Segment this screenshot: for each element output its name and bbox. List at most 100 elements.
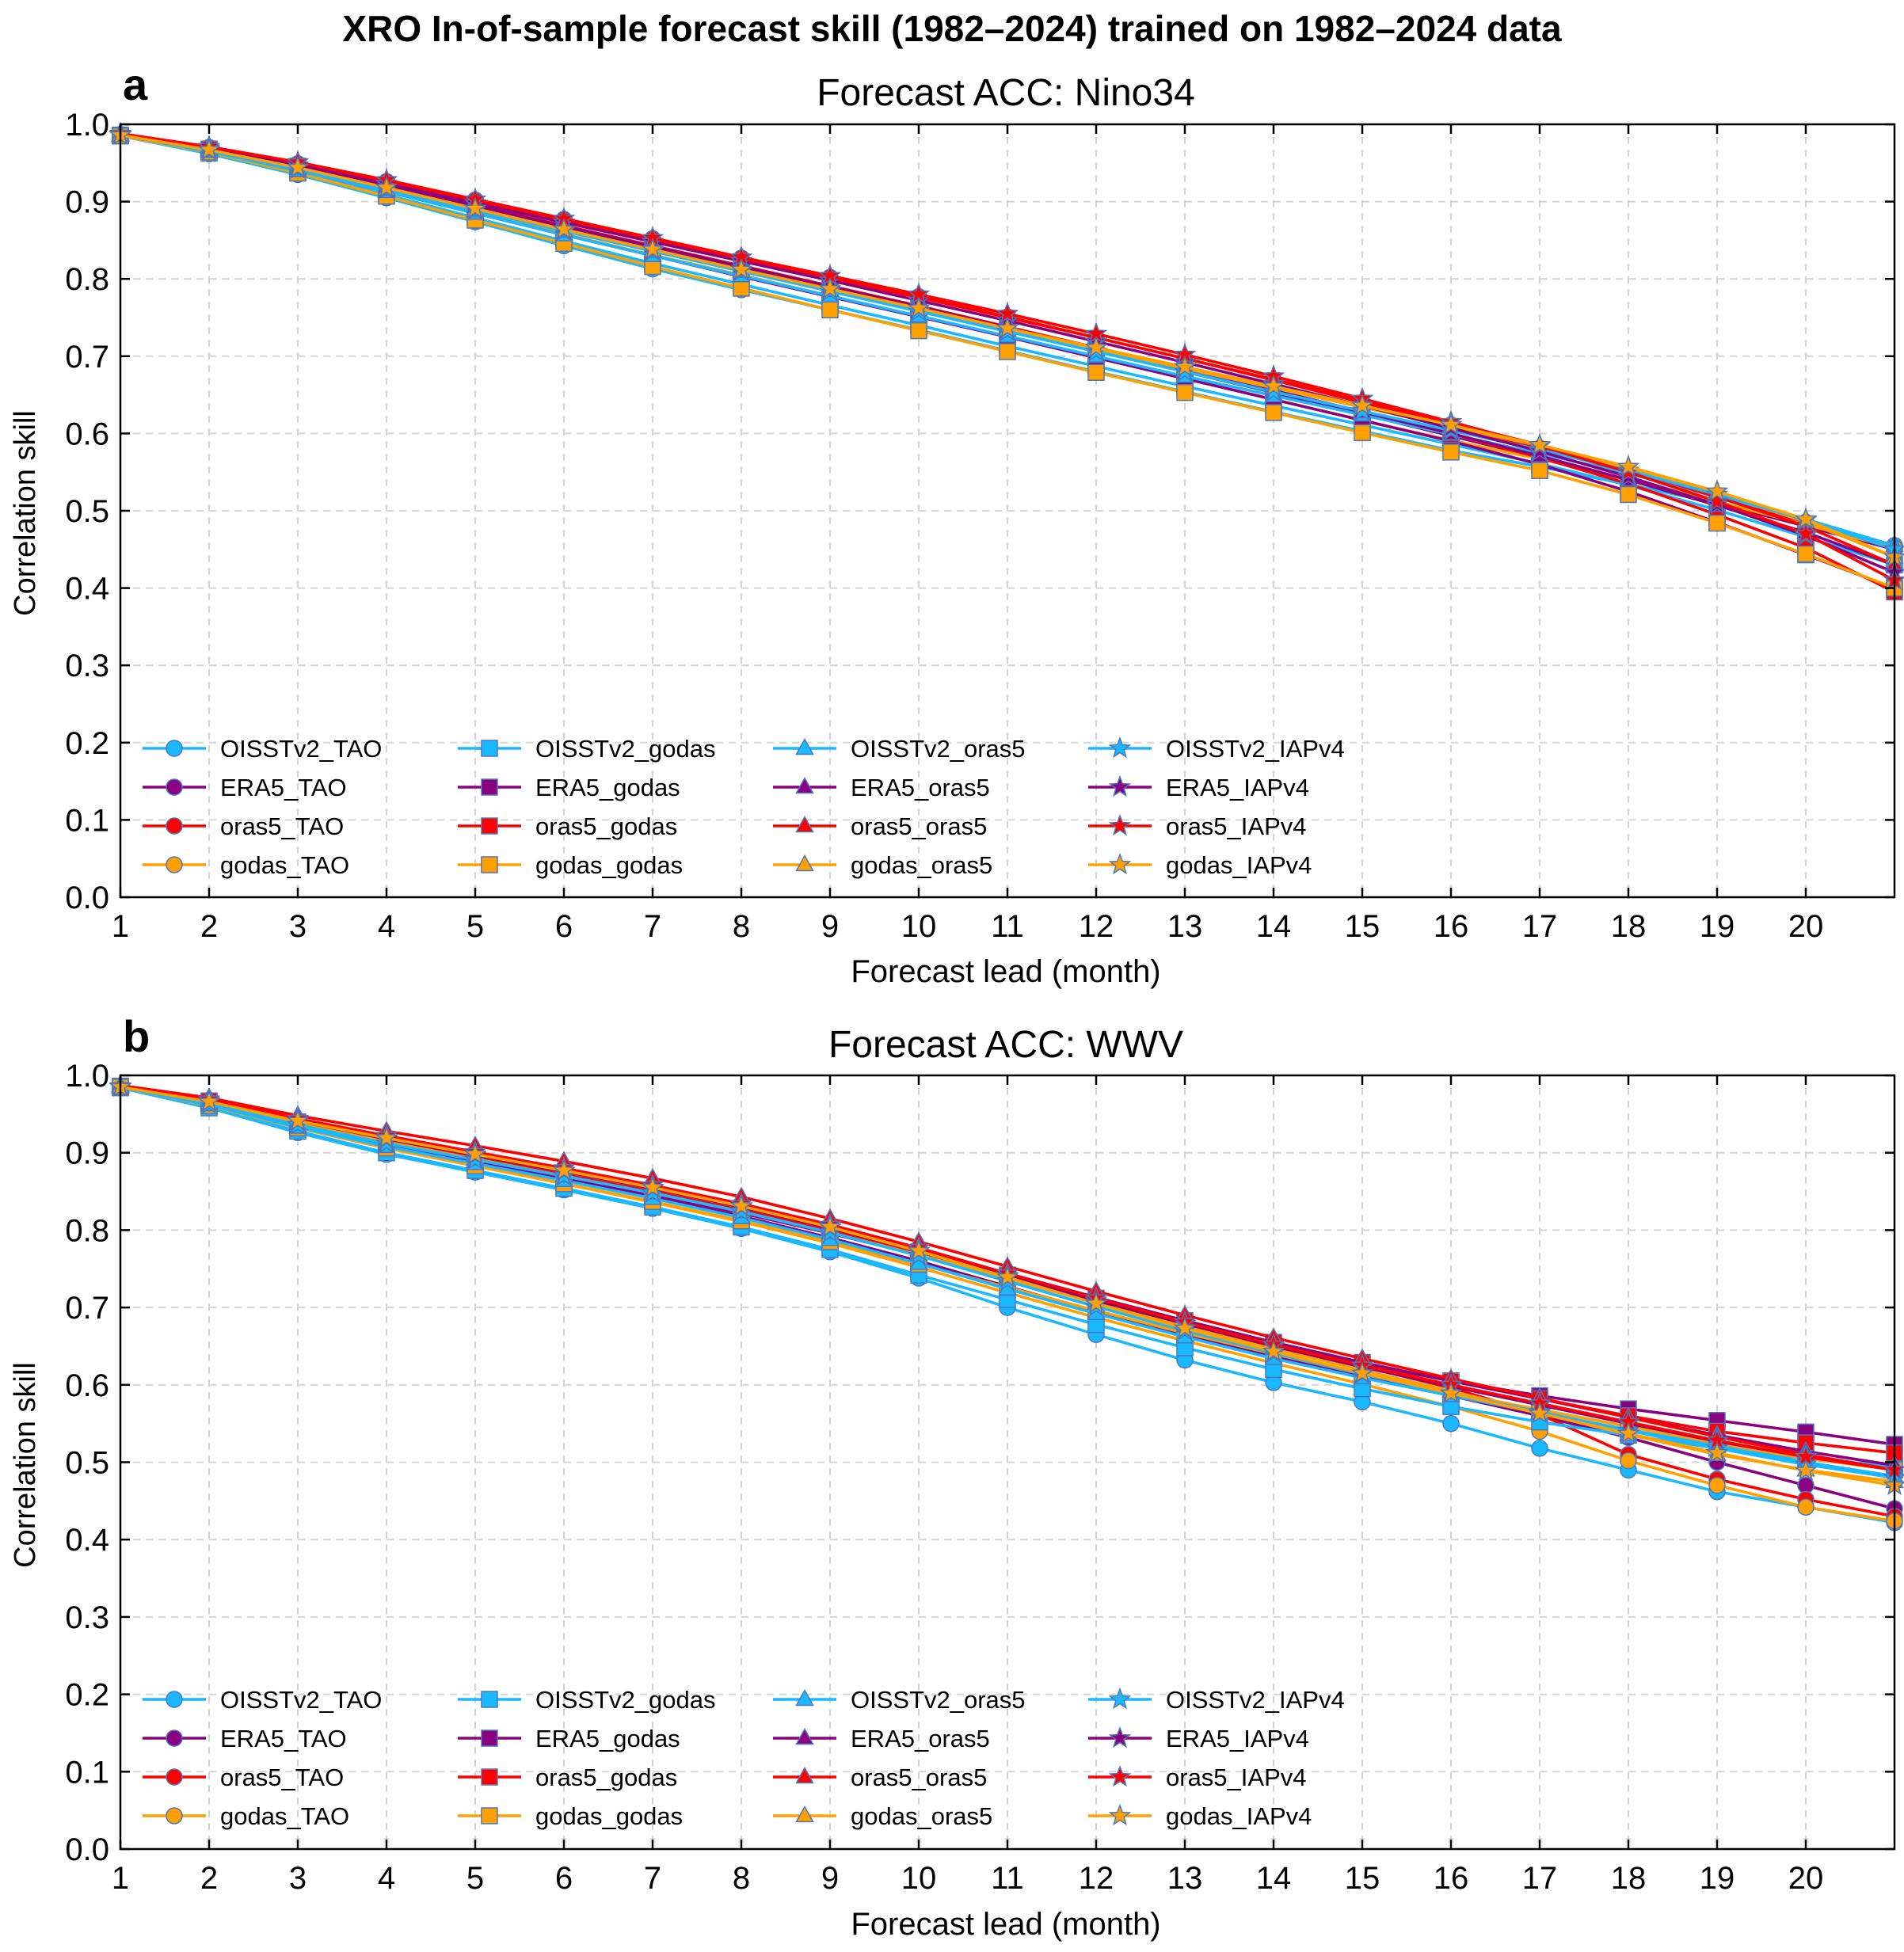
data-point (818, 1215, 842, 1237)
legend-label: godas_godas (535, 851, 683, 879)
y-tick-label: 0.4 (65, 572, 109, 607)
y-tick-label: 0.0 (65, 881, 109, 915)
legend: OISSTv2_TAO ERA5_TAO oras5_TAO godas_TAO OIS… (143, 1686, 1345, 1830)
x-tick-label: 14 (1256, 909, 1292, 944)
panel-label: a (123, 59, 148, 109)
legend-label: OISSTv2_oras5 (851, 735, 1026, 763)
panel-nino34: a Forecast ACC: Nino34 Correlation skill… (9, 59, 1904, 989)
x-tick-label: 19 (1700, 1861, 1735, 1896)
data-point (375, 175, 398, 198)
y-tick-label: 0.2 (65, 1678, 109, 1713)
y-tick-label: 0.8 (65, 1213, 109, 1248)
x-tick-label: 18 (1611, 1861, 1647, 1896)
data-point (197, 138, 221, 160)
legend-item: OISSTv2_godas (458, 1686, 715, 1714)
legend-label: godas_IAPv4 (1166, 1802, 1312, 1830)
x-tick-label: 20 (1788, 1861, 1824, 1896)
legend-label: OISSTv2_IAPv4 (1166, 1686, 1345, 1714)
y-axis-label: Correlation skill (9, 410, 42, 616)
data-point (552, 1159, 576, 1181)
legend-marker (481, 856, 498, 873)
data-point (729, 1193, 753, 1216)
data-point (1173, 1316, 1197, 1338)
data-point (1794, 1459, 1818, 1481)
legend-label: godas_godas (535, 1802, 683, 1830)
data-point (463, 1142, 487, 1164)
x-tick-label: 11 (991, 1861, 1024, 1896)
legend-marker (166, 817, 183, 835)
legend-label: oras5_oras5 (851, 1764, 987, 1791)
x-tick-label: 1 (112, 1861, 129, 1896)
x-tick-label: 3 (289, 909, 307, 944)
y-tick-label: 0.2 (65, 726, 109, 761)
legend-marker (795, 1727, 814, 1745)
legend-marker (795, 1688, 814, 1707)
data-point (996, 316, 1019, 338)
x-tick-label: 20 (1788, 909, 1824, 944)
data-point (1442, 1414, 1460, 1433)
legend-label: ERA5_oras5 (851, 774, 990, 801)
y-tick-label: 0.7 (65, 1291, 109, 1326)
data-point (996, 1265, 1019, 1288)
data-point (1708, 514, 1726, 532)
legend-item: godas_oras5 (773, 1802, 992, 1830)
legend-marker (795, 815, 814, 833)
y-tick-label: 1.0 (65, 1059, 109, 1094)
legend-marker (1108, 736, 1132, 759)
legend-item: oras5_TAO (143, 1764, 344, 1791)
legend-label: godas_oras5 (851, 851, 992, 879)
data-point (1616, 455, 1640, 477)
legend-marker (166, 1691, 183, 1708)
data-point (1084, 1292, 1108, 1314)
x-tick-label: 2 (200, 1861, 218, 1896)
data-point (910, 322, 927, 340)
legend-item: oras5_oras5 (773, 1764, 987, 1791)
y-tick-label: 0.6 (65, 417, 109, 451)
legend-label: OISSTv2_TAO (220, 1686, 382, 1714)
legend-label: OISSTv2_oras5 (851, 1686, 1026, 1714)
legend-label: OISSTv2_godas (535, 1686, 715, 1714)
legend-marker (481, 1768, 498, 1786)
x-tick-label: 9 (821, 1861, 839, 1896)
x-tick-label: 18 (1611, 909, 1647, 944)
legend-item: oras5_IAPv4 (1088, 1764, 1307, 1791)
x-tick-label: 9 (821, 909, 839, 944)
data-point (1350, 1360, 1374, 1383)
legend-marker (1108, 813, 1132, 836)
x-tick-label: 8 (733, 909, 750, 944)
data-point (1087, 363, 1105, 382)
data-point (1262, 1339, 1285, 1362)
data-point (1531, 462, 1548, 479)
legend-item: godas_TAO (143, 1802, 349, 1830)
x-tick-label: 17 (1522, 909, 1558, 944)
series-godas_godas (112, 127, 1903, 597)
y-tick-label: 0.0 (65, 1832, 109, 1867)
legend-label: oras5_godas (535, 1764, 677, 1791)
legend-item: ERA5_TAO (143, 774, 347, 801)
legend-item: godas_IAPv4 (1088, 1802, 1312, 1830)
x-tick-label: 16 (1434, 909, 1469, 944)
data-point (1528, 1401, 1552, 1424)
legend-marker (1108, 1726, 1132, 1748)
y-tick-label: 0.5 (65, 494, 109, 529)
x-tick-label: 5 (466, 909, 484, 944)
data-point (1354, 424, 1371, 442)
legend-marker (481, 740, 498, 757)
x-tick-label: 1 (112, 909, 129, 944)
data-point (641, 1175, 664, 1197)
data-point (907, 296, 931, 318)
x-tick-label: 8 (733, 1861, 750, 1896)
y-tick-label: 0.9 (65, 1136, 109, 1171)
legend-label: ERA5_IAPv4 (1166, 774, 1309, 801)
legend-label: ERA5_TAO (220, 1725, 347, 1752)
legend-marker (481, 778, 498, 796)
x-tick-label: 16 (1434, 1861, 1469, 1896)
legend-marker (1108, 1687, 1132, 1710)
y-tick-label: 0.3 (65, 1600, 109, 1635)
x-axis-label: Forecast lead (month) (851, 1907, 1160, 1942)
series-godas_IAPv4 (109, 1075, 1904, 1496)
x-tick-label: 7 (644, 1861, 661, 1896)
data-point (286, 155, 310, 177)
legend-label: oras5_IAPv4 (1166, 812, 1307, 840)
